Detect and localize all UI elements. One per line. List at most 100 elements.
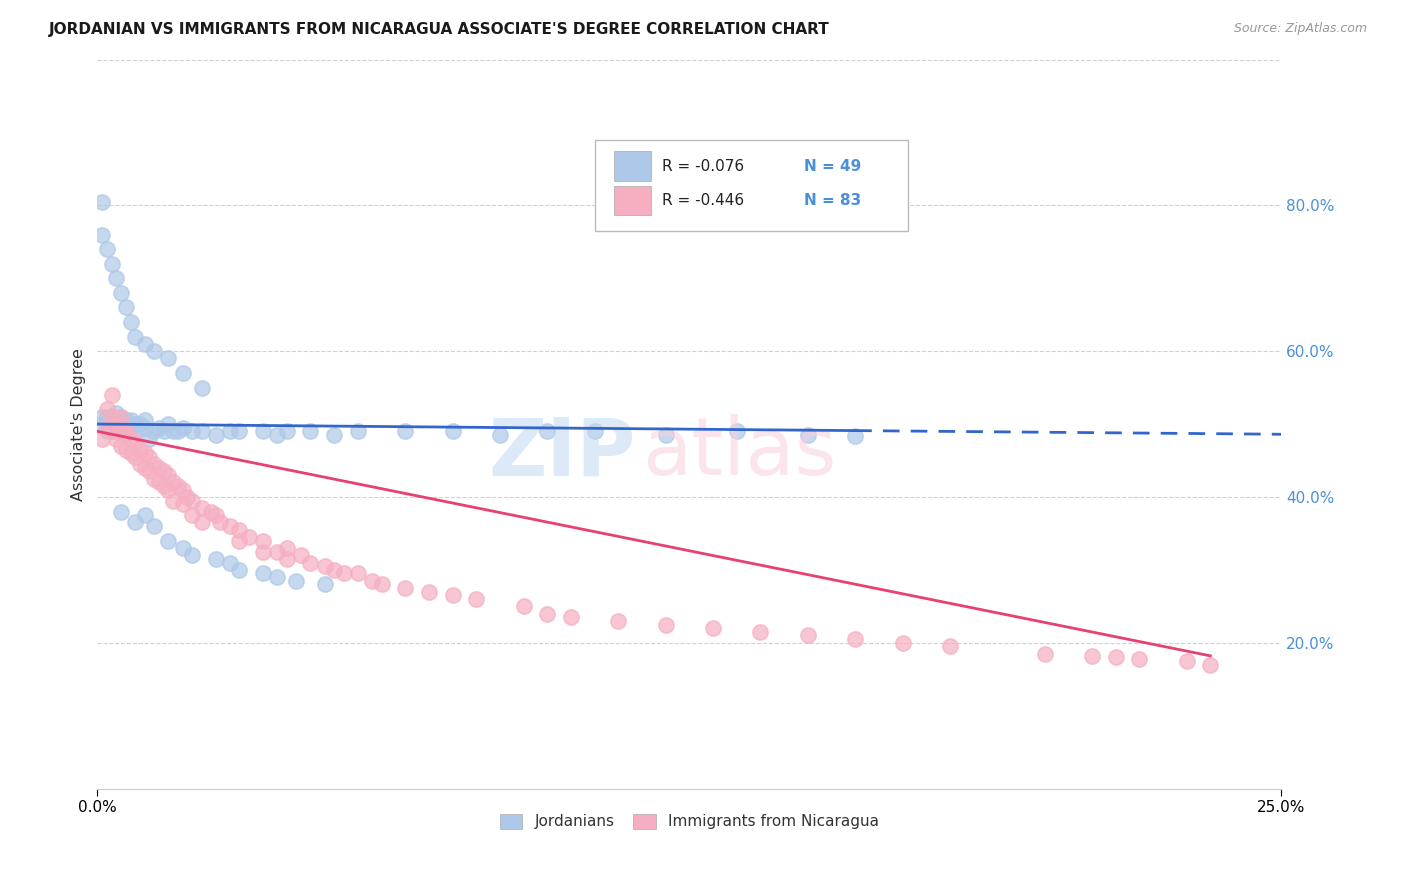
- Legend: Jordanians, Immigrants from Nicaragua: Jordanians, Immigrants from Nicaragua: [494, 808, 886, 836]
- Point: [114, 442, 136, 457]
- Point: [844, 632, 866, 646]
- Point: [134, 420, 156, 434]
- Point: [209, 516, 232, 530]
- Point: [204, 508, 226, 523]
- Point: [1033, 647, 1056, 661]
- Point: [124, 425, 146, 439]
- Point: [100, 409, 122, 424]
- Point: [181, 425, 204, 439]
- Point: [110, 504, 132, 518]
- Point: [252, 425, 274, 439]
- Point: [266, 544, 288, 558]
- Point: [299, 425, 322, 439]
- Point: [465, 592, 488, 607]
- Point: [238, 530, 260, 544]
- Point: [100, 425, 122, 439]
- Point: [276, 552, 298, 566]
- Point: [181, 508, 204, 523]
- Point: [162, 493, 184, 508]
- Point: [219, 556, 242, 570]
- Point: [172, 483, 194, 497]
- Point: [138, 450, 160, 464]
- Point: [96, 242, 118, 256]
- Point: [110, 439, 132, 453]
- Point: [134, 508, 156, 523]
- Point: [148, 475, 170, 490]
- Y-axis label: Associate's Degree: Associate's Degree: [72, 348, 86, 500]
- Point: [162, 475, 184, 490]
- Point: [583, 425, 606, 439]
- Point: [157, 468, 180, 483]
- Point: [228, 563, 250, 577]
- FancyBboxPatch shape: [613, 186, 651, 215]
- Point: [252, 533, 274, 548]
- Point: [176, 490, 198, 504]
- Point: [124, 435, 146, 450]
- Point: [560, 610, 582, 624]
- Point: [190, 500, 212, 515]
- Point: [157, 533, 180, 548]
- Point: [190, 425, 212, 439]
- Point: [124, 516, 146, 530]
- Point: [654, 428, 676, 442]
- Point: [157, 483, 180, 497]
- Point: [100, 409, 122, 424]
- Point: [110, 425, 132, 439]
- Point: [134, 446, 156, 460]
- Point: [266, 428, 288, 442]
- Point: [1128, 652, 1150, 666]
- Point: [124, 417, 146, 431]
- Point: [394, 581, 416, 595]
- Point: [939, 640, 962, 654]
- Point: [157, 351, 180, 366]
- Point: [152, 479, 174, 493]
- FancyBboxPatch shape: [613, 152, 651, 180]
- Point: [96, 402, 118, 417]
- Point: [148, 420, 170, 434]
- Text: N = 83: N = 83: [804, 194, 862, 208]
- Point: [96, 425, 118, 439]
- Point: [219, 519, 242, 533]
- Point: [143, 519, 166, 533]
- Point: [172, 497, 194, 511]
- Point: [129, 457, 152, 471]
- Point: [134, 460, 156, 475]
- Point: [228, 523, 250, 537]
- Point: [797, 628, 820, 642]
- Point: [536, 607, 558, 621]
- Point: [332, 566, 354, 581]
- Text: R = -0.076: R = -0.076: [662, 159, 744, 174]
- Point: [172, 541, 194, 555]
- Point: [120, 315, 142, 329]
- Point: [441, 425, 464, 439]
- Point: [124, 450, 146, 464]
- Point: [105, 271, 128, 285]
- Point: [204, 552, 226, 566]
- Point: [314, 577, 336, 591]
- Point: [114, 301, 136, 315]
- Point: [105, 417, 128, 431]
- Point: [105, 432, 128, 446]
- Point: [100, 425, 122, 439]
- Point: [323, 428, 346, 442]
- Point: [172, 366, 194, 380]
- Point: [114, 428, 136, 442]
- Point: [143, 472, 166, 486]
- Point: [91, 417, 114, 431]
- Point: [100, 417, 122, 431]
- Point: [190, 381, 212, 395]
- Point: [172, 420, 194, 434]
- Point: [120, 420, 142, 434]
- Point: [844, 428, 866, 442]
- Point: [891, 636, 914, 650]
- Point: [162, 425, 184, 439]
- Point: [181, 493, 204, 508]
- Point: [167, 479, 190, 493]
- Point: [228, 533, 250, 548]
- Point: [91, 432, 114, 446]
- Point: [1175, 654, 1198, 668]
- Point: [536, 425, 558, 439]
- Point: [100, 388, 122, 402]
- Point: [167, 425, 190, 439]
- Point: [152, 465, 174, 479]
